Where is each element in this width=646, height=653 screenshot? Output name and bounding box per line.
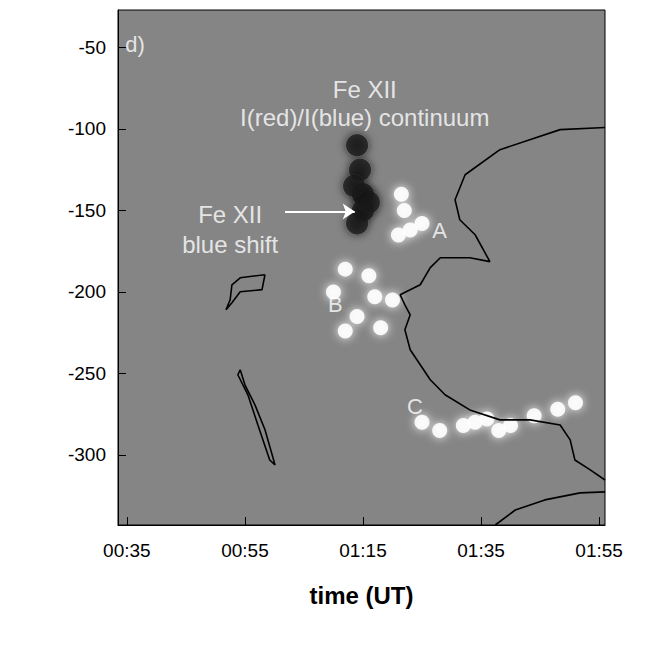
svg-text:01:55: 01:55: [575, 540, 623, 561]
svg-text:01:15: 01:15: [339, 540, 387, 561]
svg-text:-200: -200: [68, 281, 106, 302]
svg-text:B: B: [328, 292, 343, 317]
svg-text:A: A: [432, 218, 447, 243]
svg-text:-300: -300: [68, 444, 106, 465]
svg-text:time (UT): time (UT): [310, 582, 414, 609]
svg-text:-50: -50: [79, 37, 106, 58]
svg-text:-150: -150: [68, 200, 106, 221]
svg-text:-250: -250: [68, 363, 106, 384]
svg-text:Fe XII: Fe XII: [333, 76, 397, 103]
svg-text:01:35: 01:35: [457, 540, 505, 561]
svg-text:00:55: 00:55: [221, 540, 269, 561]
svg-text:-100: -100: [68, 118, 106, 139]
svg-text:I(red)/I(blue) continuum: I(red)/I(blue) continuum: [240, 104, 489, 131]
svg-text:00:35: 00:35: [103, 540, 151, 561]
svg-text:blue shift: blue shift: [182, 231, 278, 258]
svg-text:d): d): [125, 32, 145, 57]
svg-text:Fe XII: Fe XII: [198, 201, 262, 228]
svg-text:C: C: [407, 394, 423, 419]
